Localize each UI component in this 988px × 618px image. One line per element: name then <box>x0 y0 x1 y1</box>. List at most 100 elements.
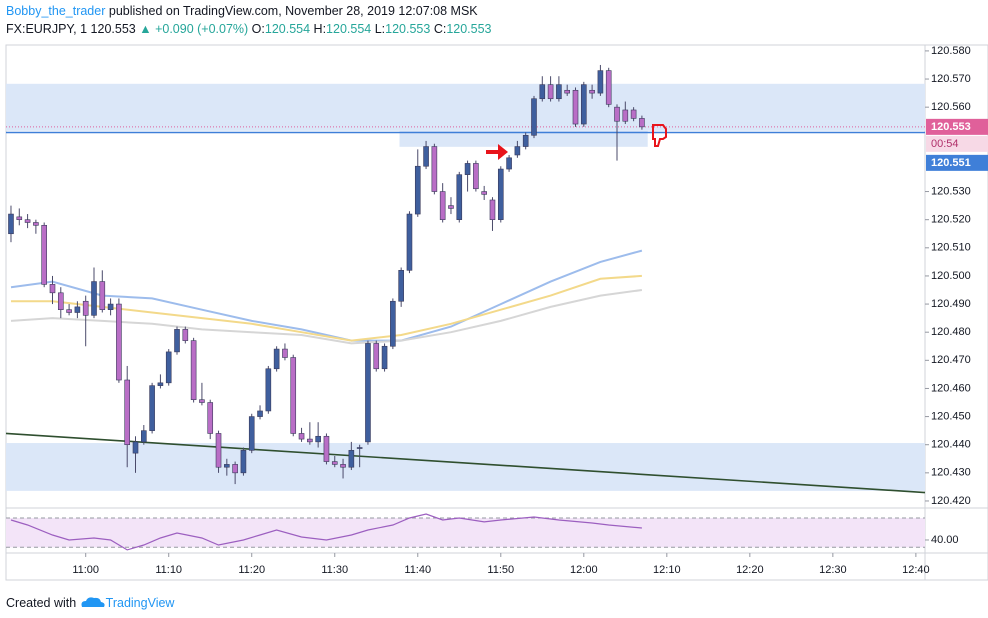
ohlc-value: 120.553 <box>446 22 492 36</box>
zone <box>6 83 925 131</box>
ohlc-label: H: <box>313 22 327 36</box>
candle-body <box>556 84 562 100</box>
last-price: 120.553 <box>90 22 136 36</box>
candle-body <box>307 438 313 443</box>
rsi-band <box>6 517 925 548</box>
ohlc-value: 120.553 <box>385 22 431 36</box>
x-tick-label: 12:40 <box>902 564 930 576</box>
x-tick-label: 11:00 <box>72 564 99 576</box>
ohlc-value: 120.554 <box>264 22 311 36</box>
candle-body <box>182 329 189 341</box>
candle-body <box>315 435 321 443</box>
rsi-tick-label: 40.00 <box>931 534 959 546</box>
rsi-line <box>10 513 642 551</box>
moving-average <box>10 289 643 345</box>
candle-body <box>199 399 205 403</box>
candle-body <box>248 416 255 451</box>
candle-body <box>124 379 131 446</box>
candle-body <box>431 146 438 192</box>
y-tick-label: 120.460 <box>931 382 971 394</box>
trendline <box>5 432 926 494</box>
candle-body <box>66 309 72 313</box>
plot: 120.580 120.570 120.560 120.530 120.520 120.5… <box>5 45 988 576</box>
x-tick-label: 12:20 <box>736 564 764 576</box>
ohlc-label: O: <box>251 22 265 36</box>
footer-text: Created with <box>6 596 77 610</box>
candle-body <box>224 464 230 468</box>
y-tick-label: 120.570 <box>931 73 971 85</box>
candle-body <box>406 213 413 271</box>
y-tick-label: 120.490 <box>931 298 971 310</box>
candle-body <box>57 292 64 310</box>
x-tick-label: 11:40 <box>404 564 431 576</box>
symbol-line: FX:EURJPY, 1 120.553 ▲ +0.090 (+0.07%) O… <box>6 22 492 36</box>
y-tick-label: 120.520 <box>931 214 971 226</box>
header-line: Bobby_the_trader published on TradingVie… <box>6 4 478 18</box>
author[interactable]: Bobby_the_trader <box>6 4 106 18</box>
candle-body <box>174 329 180 353</box>
candle-body <box>41 225 47 285</box>
logo <box>81 597 105 607</box>
candle-body <box>506 157 512 170</box>
candle-body <box>16 216 23 220</box>
candle-body <box>348 450 355 468</box>
y-tick-label: 120.450 <box>931 410 971 422</box>
candle-body <box>414 165 421 215</box>
candle-body <box>165 351 172 384</box>
candle-body <box>24 219 31 223</box>
candle-body <box>356 447 363 449</box>
candle-body <box>580 84 587 125</box>
candle-body <box>423 146 429 167</box>
candle-body <box>639 118 645 128</box>
price-label: 120.553 <box>931 121 971 133</box>
x-tick-label: 11:30 <box>321 564 348 576</box>
candle-body <box>157 382 164 386</box>
candle-body <box>323 435 330 462</box>
ohlc-label: L: <box>374 22 386 36</box>
x-tick-label: 11:50 <box>487 564 514 576</box>
candle-body <box>589 89 595 94</box>
candle-body <box>622 109 629 122</box>
candle-body <box>298 433 305 440</box>
footer: Created with TradingView <box>6 593 174 610</box>
price-label: 120.551 <box>931 157 971 169</box>
symbol: FX:EURJPY, 1 <box>6 22 88 36</box>
candle-body <box>282 348 288 358</box>
candle-body <box>74 306 81 313</box>
price-label-box <box>926 118 988 135</box>
x-tick-label: 12:10 <box>653 564 681 576</box>
candle-body <box>132 441 139 454</box>
y-tick-label: 120.440 <box>931 439 971 451</box>
logo-shape <box>81 597 105 607</box>
y-tick-label: 120.470 <box>931 354 971 366</box>
candle-body <box>107 303 114 310</box>
ohlc-value: 120.554 <box>326 22 372 36</box>
candle-body <box>390 300 396 347</box>
candle-body <box>605 70 612 105</box>
candle-body <box>149 385 155 431</box>
candle-body <box>531 98 537 136</box>
candle-body <box>439 191 446 220</box>
candle-body <box>340 464 346 468</box>
candle-body <box>91 281 97 316</box>
y-tick-label: 120.500 <box>931 270 971 282</box>
candle-body <box>564 89 570 94</box>
candle-body <box>82 300 89 316</box>
price-label-box <box>926 154 988 171</box>
candle-body <box>539 84 546 100</box>
thumbs-down-icon <box>652 124 667 147</box>
candle-body <box>373 343 380 370</box>
candle-body <box>207 402 214 434</box>
candle-body <box>597 70 604 94</box>
candle-body <box>8 213 14 235</box>
footer-brand[interactable]: TradingView <box>105 596 175 610</box>
candle-body <box>265 368 272 412</box>
candle-body <box>99 281 106 310</box>
candle-body <box>489 199 496 220</box>
candle-body <box>290 357 297 434</box>
y-tick-label: 120.560 <box>931 101 971 113</box>
candle-body <box>116 303 122 381</box>
y-tick-label: 120.580 <box>931 45 971 57</box>
y-tick-label: 120.430 <box>931 467 971 479</box>
